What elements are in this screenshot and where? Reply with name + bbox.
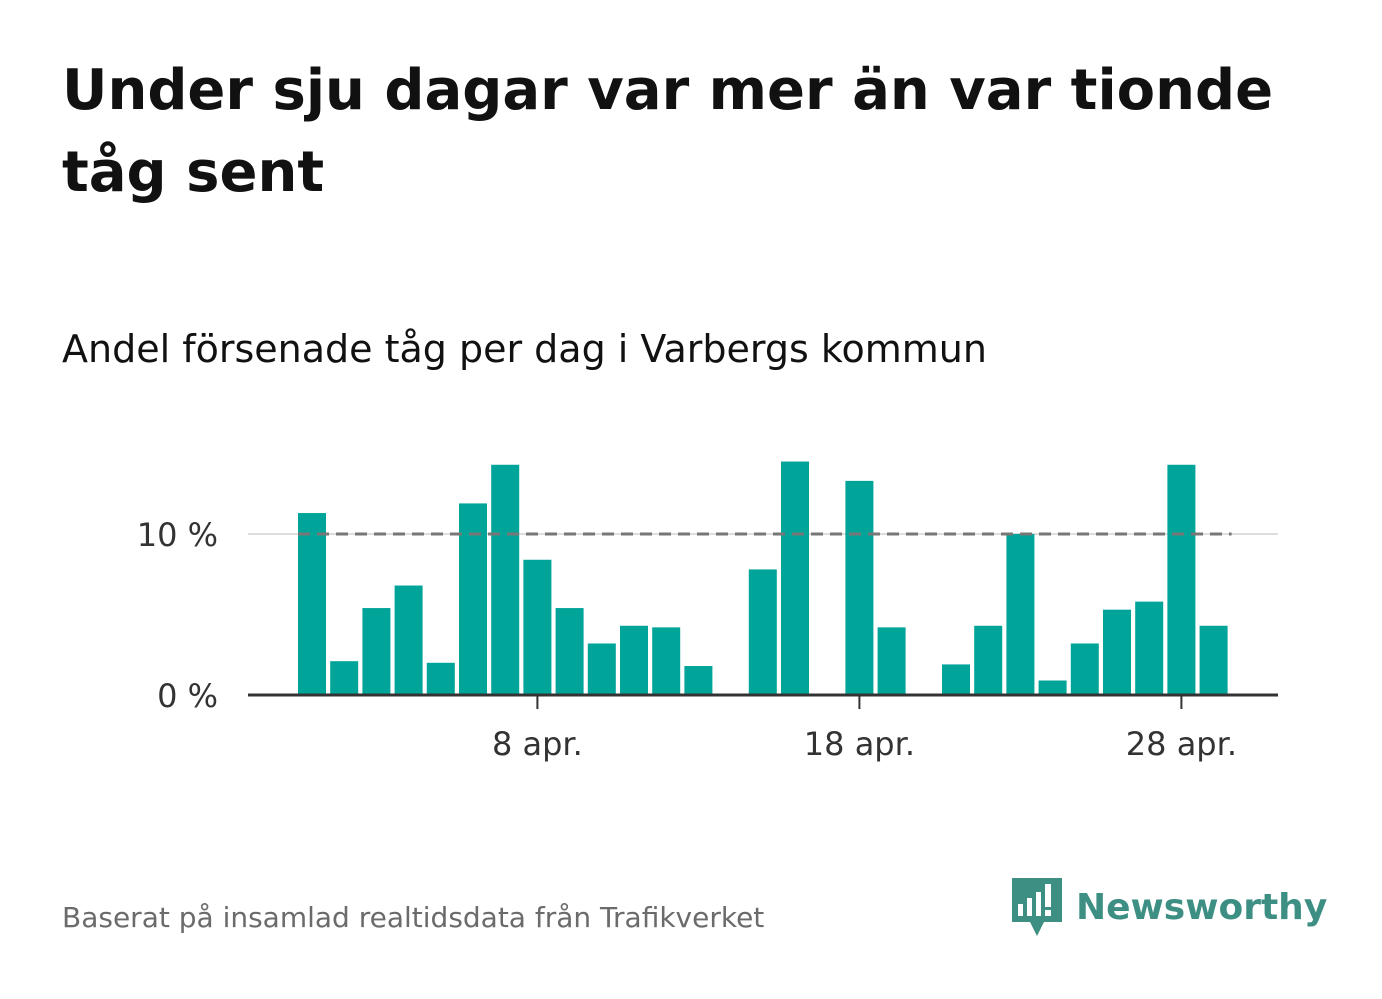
bar [491,464,520,695]
bar [974,625,1003,695]
bar [845,480,874,695]
bar [877,627,906,695]
bar [748,569,777,695]
bar [781,461,809,695]
bar [1070,643,1099,695]
bar [684,666,713,695]
bar [555,608,584,695]
bar-chart: 0 % 10 % 8 apr. 18 apr. 28 apr. [137,461,1278,763]
bar [330,661,359,695]
bar [1167,464,1196,695]
bar [1006,534,1035,695]
x-tick-label: 8 apr. [492,725,583,763]
bar [523,559,552,695]
bar [459,503,487,695]
brand-name: Newsworthy [1076,887,1328,928]
y-tick-label: 0 % [157,677,218,715]
x-tick-label: 28 apr. [1126,725,1237,763]
bar [1103,609,1131,695]
bar [942,664,970,695]
bar [394,585,423,695]
bar-chart-speech-bubble-icon [1012,878,1062,936]
bar [1038,680,1067,695]
chart-title: Under sju dagar var mer än var tionde tå… [62,58,1274,205]
x-tick-label: 18 apr. [804,725,915,763]
y-tick-label: 10 % [137,516,218,554]
bar [587,643,616,695]
source-note: Baserat på insamlad realtidsdata från Tr… [62,901,765,934]
chart-subtitle: Andel försenade tåg per dag i Varbergs k… [62,327,987,371]
brand-logo: Newsworthy [1012,878,1327,938]
bar [362,608,391,695]
bar [298,513,326,695]
bar [1199,625,1228,695]
bar [620,625,648,695]
bar [1135,601,1164,695]
bar [426,662,455,695]
bar [652,627,681,695]
